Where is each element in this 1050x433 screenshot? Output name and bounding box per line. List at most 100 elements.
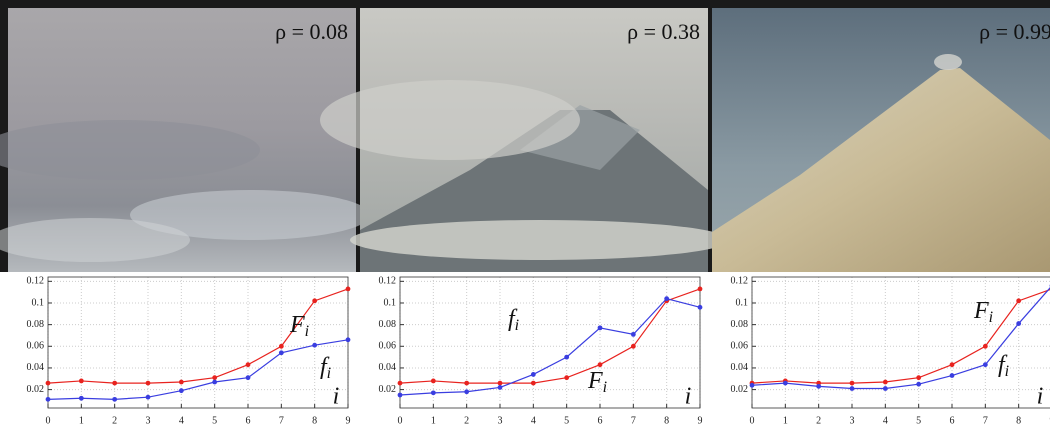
point [849,380,855,386]
y-tick-label: 0.1 [384,297,397,308]
point [697,304,703,310]
series-label: Fi [289,312,309,340]
point [397,380,403,386]
x-tick-label: 8 [312,415,317,426]
series-line [47,339,349,400]
plot-frame [751,276,1050,409]
point [45,380,51,386]
series-line [47,288,349,384]
point [278,343,284,349]
series-name: f [998,352,1008,378]
point [597,325,603,331]
point [345,337,351,343]
x-axis-label: i [685,384,692,410]
x-tick-label: 3 [850,415,855,426]
x-tick-label: 0 [398,415,403,426]
series-subscript: i [305,323,309,340]
y-tick-label: 0.04 [731,362,749,373]
series-label: fi [320,354,331,382]
x-tick-label: 9 [698,415,703,426]
point [564,354,570,360]
x-tick-label: 6 [950,415,955,426]
x-tick-label: 4 [883,415,888,426]
x-tick-label: 7 [631,415,636,426]
point [245,375,251,381]
series-subscript: i [515,317,519,334]
x-tick-label: 6 [246,415,251,426]
series-line [399,288,701,384]
point [816,383,822,389]
point [497,380,503,386]
x-tick-label: 7 [279,415,284,426]
point [849,386,855,391]
x-tick-label: 4 [531,415,536,426]
y-tick-label: 0.12 [379,276,397,287]
x-axis-label: i [1037,384,1044,410]
point [430,390,436,396]
y-tick-label: 0.06 [27,341,45,352]
x-tick-label: 1 [79,415,84,426]
point [178,379,184,385]
photo-label: ρ = 0.38 [627,19,700,44]
point [278,350,284,356]
x-tick-label: 2 [464,415,469,426]
point [78,378,84,384]
point [112,380,118,386]
point [112,396,118,402]
series-subscript: i [327,365,331,382]
point [312,342,318,348]
x-tick-label: 1 [783,415,788,426]
point [982,362,988,368]
y-tick-label: 0.1 [736,297,749,308]
series-line [751,288,1050,384]
photo [712,8,1050,272]
point [1016,321,1022,326]
point [597,362,603,368]
series-name: F [289,312,305,338]
point [982,343,988,349]
point [916,381,922,387]
point [312,298,318,304]
series-subscript: i [603,379,607,396]
series-subscript: i [989,309,993,326]
x-tick-label: 5 [916,415,921,426]
x-tick-label: 3 [146,415,151,426]
panel: 0.020.040.060.080.10.120123456789Fifiiρ … [712,19,1050,433]
series-label: fi [508,306,519,334]
chart-background [712,272,1050,433]
photo [0,8,370,272]
x-tick-label: 6 [598,415,603,426]
point [430,378,436,384]
point [497,385,503,390]
point [178,388,184,394]
point [464,380,470,386]
point [212,375,218,381]
point [630,343,636,349]
y-tick-label: 0.08 [731,319,749,330]
point [145,380,151,386]
y-tick-label: 0.02 [27,384,45,395]
point [45,396,51,402]
point [630,331,636,337]
x-tick-label: 0 [46,415,51,426]
point [1016,298,1022,304]
x-tick-label: 3 [498,415,503,426]
series-name: F [587,368,603,394]
series-name: f [320,354,330,380]
point [345,286,351,292]
x-tick-label: 5 [212,415,217,426]
point [397,392,403,398]
point [749,382,755,388]
series-name: F [973,298,989,324]
point [145,394,151,400]
y-tick-label: 0.08 [27,319,45,330]
point [916,375,922,381]
x-tick-label: 1 [431,415,436,426]
x-tick-label: 9 [346,415,351,426]
point [949,362,955,368]
point [882,379,888,385]
plot-frame [47,276,349,409]
